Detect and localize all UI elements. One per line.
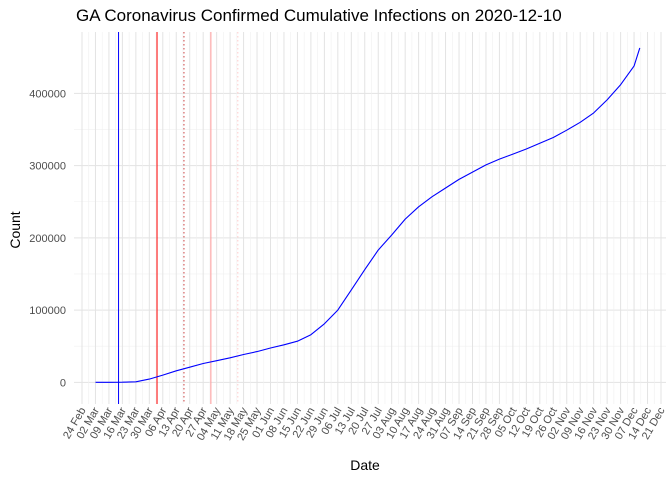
y-tick-label: 400000 — [29, 88, 66, 100]
y-tick-label: 300000 — [29, 161, 66, 173]
grid-lines — [74, 32, 666, 404]
series-layer — [95, 47, 641, 383]
series-line — [95, 47, 641, 383]
x-axis-title: Date — [350, 457, 380, 473]
chart-title: GA Coronavirus Confirmed Cumulative Infe… — [76, 6, 562, 25]
reference-lines — [118, 32, 239, 404]
y-tick-label: 0 — [60, 377, 66, 389]
y-tick-label: 200000 — [29, 233, 66, 245]
y-tick-label: 100000 — [29, 305, 66, 317]
y-tick-labels: 0 100000 200000 300000 400000 — [29, 88, 66, 389]
y-axis-title: Count — [7, 211, 23, 248]
